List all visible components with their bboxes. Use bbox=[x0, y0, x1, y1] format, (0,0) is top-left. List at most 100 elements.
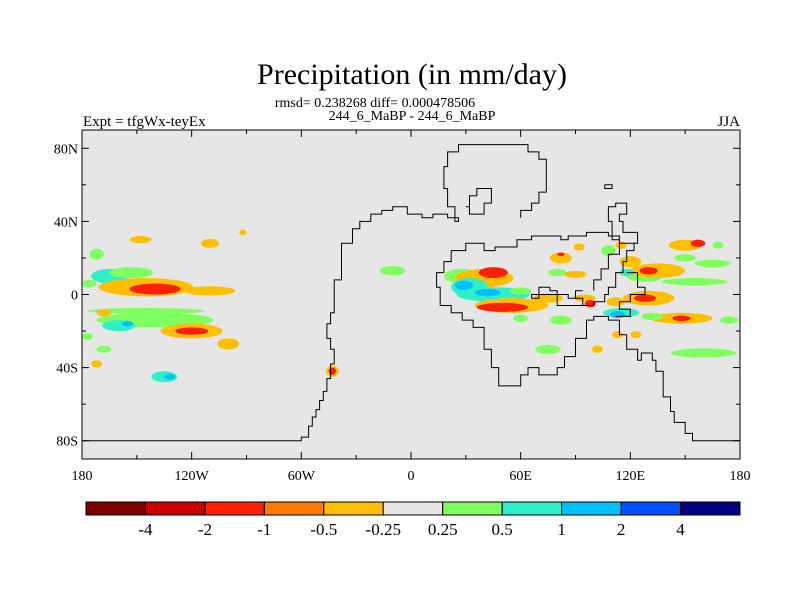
x-tick-label: 180 bbox=[730, 469, 751, 484]
coastline bbox=[465, 188, 492, 215]
anomaly-region bbox=[615, 241, 627, 249]
anomaly-region bbox=[96, 345, 112, 353]
anomaly-region bbox=[564, 270, 587, 279]
anomaly-region bbox=[122, 321, 134, 327]
anomaly-region bbox=[513, 314, 528, 322]
coastline bbox=[607, 202, 639, 244]
x-tick-label: 180 bbox=[72, 469, 93, 484]
anomaly-region bbox=[454, 280, 474, 290]
anomaly-region bbox=[619, 256, 642, 268]
anomaly-region bbox=[674, 254, 697, 262]
anomaly-region bbox=[328, 367, 337, 375]
x-tick-label: 60W bbox=[288, 469, 316, 484]
y-tick-label: 40N bbox=[54, 215, 78, 230]
anomaly-region bbox=[591, 345, 603, 353]
coastline bbox=[615, 272, 646, 317]
anomaly-region bbox=[474, 289, 501, 297]
anomaly-region bbox=[641, 312, 664, 321]
anomaly-region bbox=[82, 332, 93, 341]
anomaly-region bbox=[91, 360, 103, 368]
y-tick-label: 40S bbox=[56, 362, 78, 377]
anomaly-region bbox=[478, 267, 508, 279]
anomaly-region bbox=[82, 279, 97, 288]
x-axis-ticks: 180 120W 60W 0 60E 120E 180 bbox=[72, 130, 751, 484]
y-tick-label: 80N bbox=[54, 142, 78, 157]
anomaly-region bbox=[606, 297, 625, 307]
coastlines bbox=[82, 144, 740, 442]
colorbar-swatch bbox=[680, 501, 741, 516]
colorbar-label: 0.5 bbox=[492, 520, 513, 539]
anomaly-region bbox=[612, 331, 624, 339]
anomaly-region bbox=[164, 374, 176, 380]
y-tick-label: 0 bbox=[71, 289, 78, 304]
anomaly-region bbox=[633, 294, 656, 302]
anomaly-region bbox=[573, 243, 585, 251]
x-tick-label: 120W bbox=[175, 469, 210, 484]
anomaly-region bbox=[533, 293, 563, 303]
anomaly-region bbox=[719, 316, 739, 324]
colorbar-swatch bbox=[85, 501, 146, 516]
anomaly-region bbox=[151, 371, 178, 383]
x-tick-label: 120E bbox=[616, 469, 646, 484]
chart-subtitle: 244_6_MaBP - 244_6_MaBP bbox=[329, 109, 496, 124]
anomaly-region bbox=[509, 287, 532, 295]
colorbar-swatch bbox=[561, 501, 622, 516]
chart-title: Precipitation (in mm/day) bbox=[257, 58, 567, 91]
y-tick-label: 80S bbox=[56, 435, 78, 450]
coastline bbox=[436, 272, 740, 442]
colorbar-label: 0.25 bbox=[428, 520, 458, 539]
anomaly-region bbox=[175, 327, 209, 335]
colorbar-swatch bbox=[442, 501, 503, 516]
experiment-label: Expt = tfgWx-teyEx bbox=[83, 114, 206, 130]
colorbar-label: -4 bbox=[138, 520, 153, 539]
anomaly-region bbox=[573, 294, 596, 302]
colorbar-label: 2 bbox=[617, 520, 626, 539]
anomaly-region bbox=[630, 263, 686, 279]
anomaly-region bbox=[549, 315, 572, 325]
anomaly-region bbox=[690, 239, 706, 247]
coastline bbox=[82, 144, 547, 442]
anomaly-region bbox=[96, 309, 112, 317]
colorbar-swatch bbox=[501, 501, 563, 516]
anomaly-region bbox=[601, 245, 616, 257]
x-tick-label: 0 bbox=[408, 469, 415, 484]
colorbar-swatch bbox=[323, 501, 384, 516]
anomaly-region bbox=[129, 236, 152, 244]
colorbar-label: -0.25 bbox=[366, 520, 401, 539]
anomaly-region bbox=[549, 252, 572, 264]
anomaly-region bbox=[557, 252, 565, 257]
y-axis-ticks: 80N 40N 0 40S 80S bbox=[54, 142, 740, 450]
anomaly-region bbox=[712, 241, 724, 249]
coastline bbox=[575, 290, 583, 299]
anomaly-region bbox=[89, 248, 104, 260]
anomaly-region bbox=[184, 286, 236, 296]
colorbar-swatch bbox=[204, 501, 265, 516]
colorbar-label: -0.5 bbox=[310, 520, 337, 539]
anomaly-region bbox=[217, 338, 240, 350]
anomaly-region bbox=[200, 238, 220, 248]
colorbar-label: 1 bbox=[557, 520, 566, 539]
anomaly-region bbox=[639, 267, 658, 275]
stats-line: rmsd= 0.238268 diff= 0.000478506 bbox=[275, 96, 475, 111]
coastline bbox=[593, 243, 620, 291]
season-label: JJA bbox=[717, 114, 740, 130]
anomaly-contours bbox=[82, 229, 739, 383]
anomaly-region bbox=[661, 278, 728, 286]
colorbar-label: -1 bbox=[257, 520, 271, 539]
anomaly-region bbox=[670, 348, 737, 358]
anomaly-region bbox=[239, 229, 247, 236]
anomaly-region bbox=[535, 344, 561, 354]
anomaly-region bbox=[548, 268, 567, 277]
anomaly-region bbox=[672, 315, 691, 322]
colorbar-swatch bbox=[263, 501, 325, 516]
coastline bbox=[443, 231, 635, 306]
colorbar-swatch bbox=[620, 501, 682, 516]
anomaly-region bbox=[694, 259, 731, 268]
colorbar-label: -2 bbox=[198, 520, 212, 539]
x-tick-label: 60E bbox=[509, 469, 532, 484]
colorbar-swatch bbox=[144, 501, 206, 516]
anomaly-region bbox=[87, 308, 205, 314]
anomaly-region bbox=[379, 266, 406, 276]
anomaly-region bbox=[630, 331, 642, 339]
